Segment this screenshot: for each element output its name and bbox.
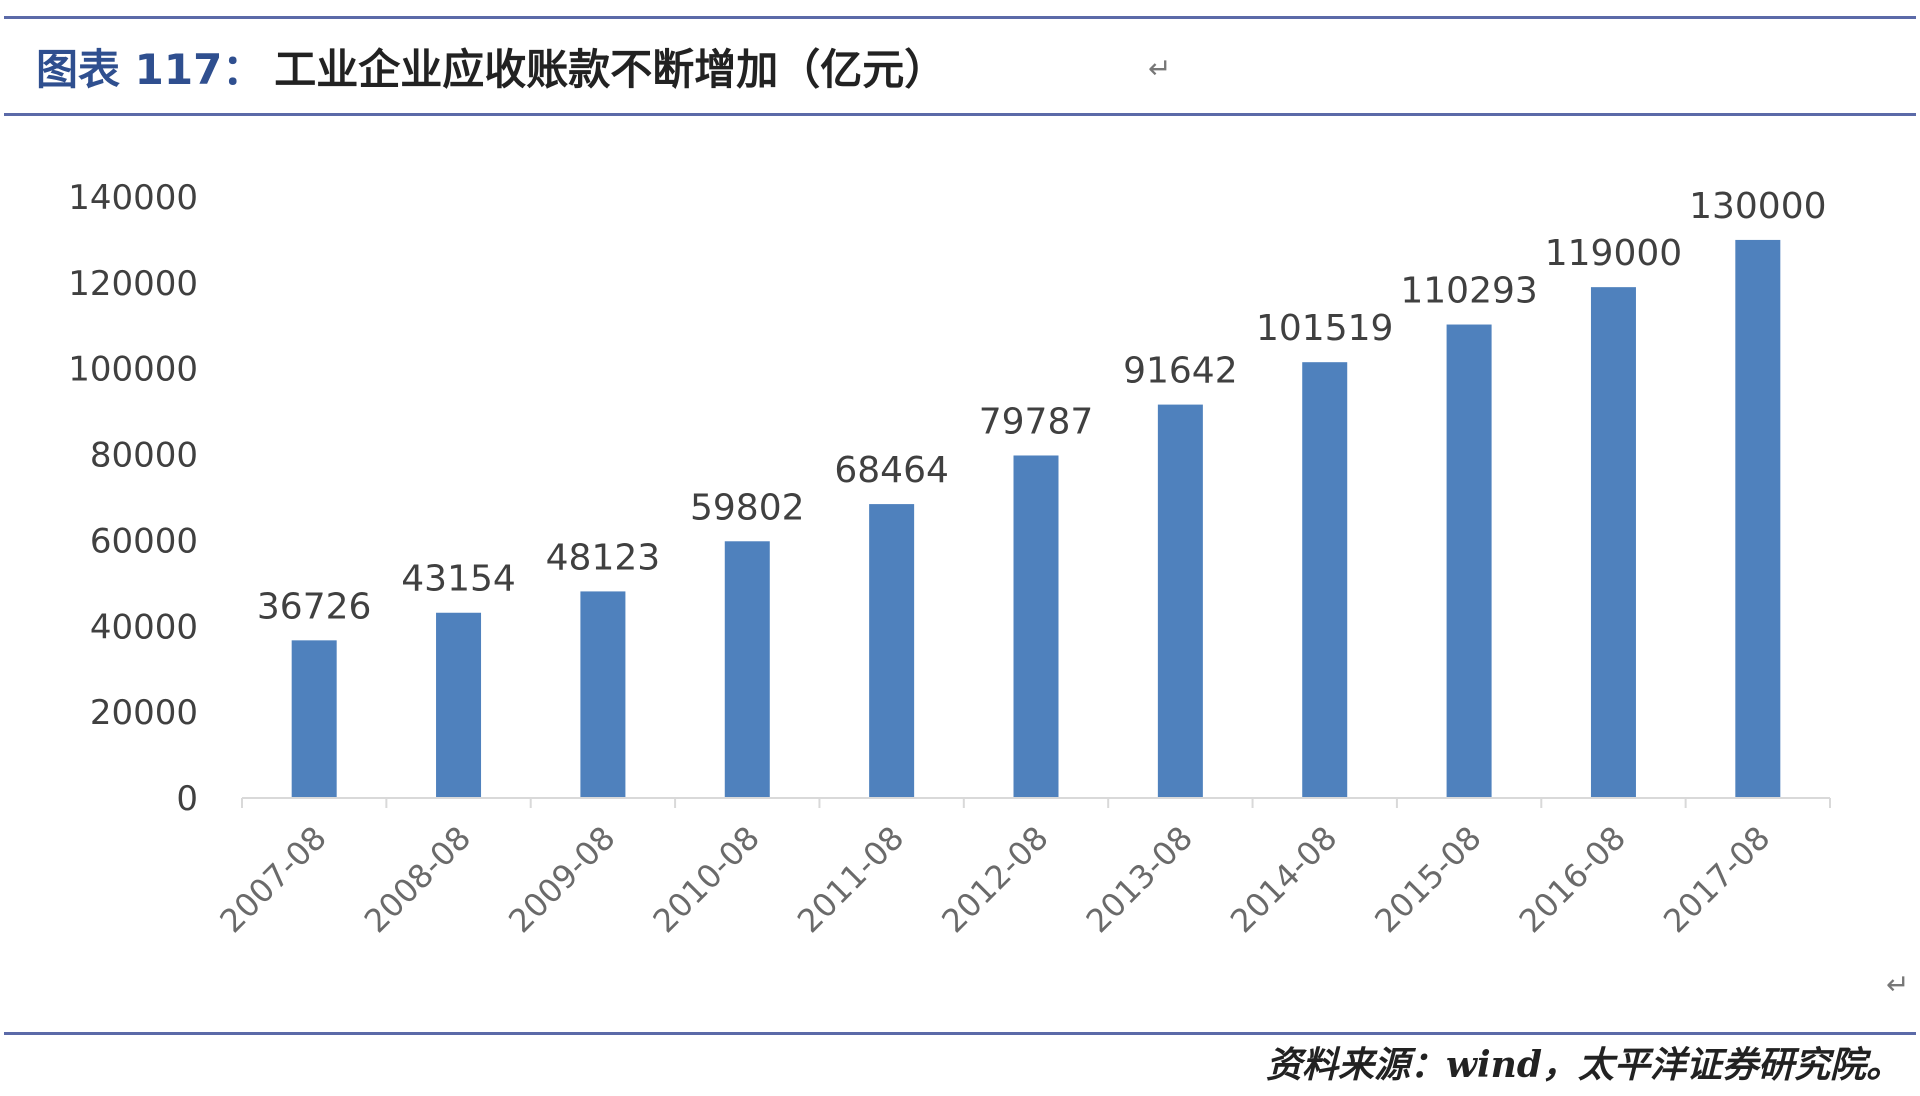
bar [869,504,915,798]
x-tick-label: 2008-08 [357,819,478,940]
x-axis-ticks: 2007-08 2008-08 2009-08 2010-08 2011-08 2012-… [212,819,1777,940]
bar [1302,362,1348,798]
x-tick-label: 2013-08 [1079,819,1200,940]
y-axis-ticks: 0 20000 40000 60000 80000 100000 120000 140000 [68,178,198,819]
x-tick-label: 2007-08 [212,819,333,940]
bars [291,239,1781,798]
top-rule [4,16,1916,19]
y-tick-label: 120000 [68,264,198,304]
data-label: 130000 [1689,186,1826,227]
data-label: 101519 [1256,308,1393,349]
x-tick-label: 2012-08 [934,819,1055,940]
data-labels: 36726 43154 48123 59802 68464 79787 91642 10151… [257,186,1827,627]
bar [1013,455,1059,798]
bar [291,640,337,798]
y-tick-label: 100000 [68,350,198,390]
bar [580,591,626,798]
data-label: 79787 [979,401,1094,442]
data-label: 48123 [546,537,661,578]
data-label: 91642 [1123,351,1238,392]
bottom-rule [4,1032,1916,1035]
title-rule [4,113,1916,116]
figure-title-text: 工业企业应收账款不断增加（亿元） [274,45,947,94]
x-tick-label: 2010-08 [646,819,767,940]
y-tick-label: 40000 [90,607,198,647]
y-tick-label: 80000 [90,436,198,476]
x-tick-label: 2014-08 [1223,819,1344,940]
x-tick-label: 2016-08 [1512,819,1633,940]
data-label: 68464 [834,450,949,491]
x-tick-label: 2015-08 [1367,819,1488,940]
data-label: 110293 [1400,271,1537,312]
data-label: 43154 [401,559,516,600]
y-tick-label: 140000 [68,178,198,218]
source-note: 资料来源：wind，太平洋证券研究院。 [1265,1044,1902,1086]
data-label: 59802 [690,487,805,528]
y-tick-label: 60000 [90,521,198,561]
data-label: 36726 [257,586,372,627]
data-label: 119000 [1545,233,1682,274]
figure-title: 图表 117： 工业企业应收账款不断增加（亿元） [36,40,946,100]
bar [1590,287,1636,798]
x-tick-label: 2011-08 [790,819,911,940]
bar [1157,404,1203,798]
y-tick-label: 20000 [90,693,198,733]
bar [436,612,482,798]
bar-chart: 020000400006000080000100000120000140000 … [68,178,1831,940]
paragraph-mark-icon: ↵ [1148,52,1172,85]
y-tick-label: 0 [176,779,198,819]
x-axis [241,797,1831,808]
figure-label: 图表 117： [36,45,265,94]
paragraph-mark-icon: ↵ [1886,968,1910,1001]
bar [1735,239,1781,798]
x-tick-label: 2017-08 [1656,819,1777,940]
x-tick-label: 2009-08 [501,819,622,940]
bar [724,541,770,798]
bar [1446,324,1492,798]
